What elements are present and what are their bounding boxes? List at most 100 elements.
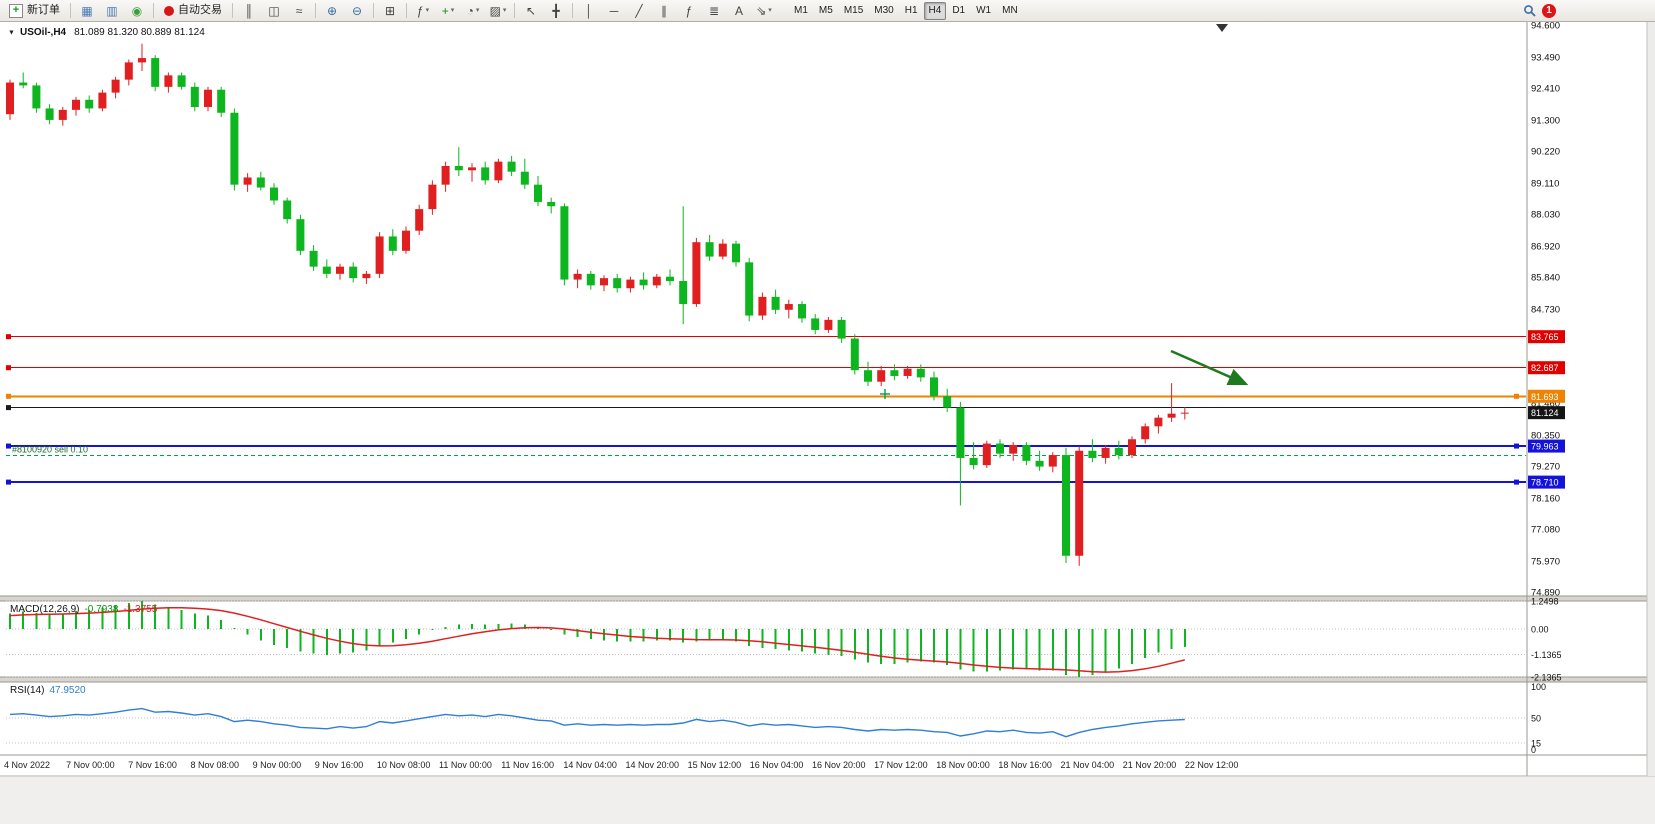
line-handle[interactable] <box>6 365 11 371</box>
data-window-icon: ▥ <box>106 3 118 18</box>
cycle-lines-icon: ≣ <box>708 3 720 18</box>
bottom-strip <box>0 777 1655 824</box>
price-label: 75.970 <box>1531 556 1560 567</box>
time-label: 14 Nov 04:00 <box>563 760 617 770</box>
channel-icon[interactable]: ∥ <box>652 1 676 21</box>
timeframe-m30[interactable]: M30 <box>874 5 894 16</box>
price-scale[interactable]: 94.600 93.490 92.410 91.300 90.220 89.110 88.0… <box>1526 22 1565 776</box>
data-window-icon[interactable]: ▥ <box>100 1 124 21</box>
candle <box>217 89 226 113</box>
dropdown-arrow-icon[interactable]: ▾ <box>475 7 480 14</box>
candle <box>758 296 767 316</box>
chart-shift-triangle-icon[interactable] <box>1216 24 1228 32</box>
autotrading-button[interactable]: 自动交易 <box>158 1 228 21</box>
candle <box>666 276 674 282</box>
price-badge-label: 81.124 <box>1531 408 1559 418</box>
market-watch-icon[interactable]: ▦ <box>75 1 99 21</box>
timeframe-m5[interactable]: M5 <box>818 5 833 16</box>
fibonacci-icon[interactable]: ƒ <box>677 1 701 21</box>
time-label: 7 Nov 16:00 <box>128 760 177 770</box>
line-handle[interactable] <box>6 405 11 411</box>
timeframe-m1[interactable]: M1 <box>794 5 808 16</box>
candle <box>256 177 265 188</box>
trend-arrow-annotation[interactable] <box>1170 349 1249 386</box>
candle <box>1180 412 1189 414</box>
candle <box>1141 426 1150 440</box>
fibonacci-icon: ƒ <box>685 3 693 18</box>
bar-chart-icon[interactable]: ║ <box>237 1 261 21</box>
candle <box>362 273 371 279</box>
new-order-button[interactable]: + 新订单 <box>3 1 66 21</box>
timeframe-mn[interactable]: MN <box>1002 5 1018 16</box>
right-scrollbar[interactable] <box>1647 22 1655 776</box>
pane-splitter[interactable] <box>0 596 1655 601</box>
navigator-icon[interactable]: ◉ <box>125 1 149 21</box>
line-chart-icon[interactable]: ≈ <box>287 1 311 21</box>
candle <box>520 171 529 185</box>
line-handle[interactable] <box>6 443 11 449</box>
line-handle[interactable] <box>6 393 11 399</box>
timeframe-h1[interactable]: H1 <box>904 5 918 16</box>
candle <box>903 368 912 376</box>
time-axis[interactable]: 4 Nov 2022 7 Nov 00:00 7 Nov 16:00 8 Nov 08… <box>4 760 1238 770</box>
candle <box>32 85 41 109</box>
arrows-icon[interactable]: ⇘ ▾ <box>752 1 776 21</box>
vertical-line-icon[interactable]: │ <box>577 1 601 21</box>
candle <box>45 108 54 120</box>
candle <box>230 112 239 185</box>
dropdown-arrow-icon[interactable]: ▾ <box>425 7 430 14</box>
price-label: 88.030 <box>1531 210 1560 221</box>
dropdown-arrow-icon[interactable]: ▾ <box>768 7 772 14</box>
crosshair-icon[interactable]: ╋ <box>544 1 568 21</box>
dropdown-arrow-icon[interactable]: ▾ <box>450 7 455 14</box>
horizontal-lines[interactable] <box>6 334 1526 485</box>
macd-scale-label: -2.1365 <box>1531 673 1562 683</box>
window-chrome <box>0 22 1655 824</box>
candle <box>890 370 899 376</box>
macd-scale-label: -1.1365 <box>1531 650 1562 660</box>
candle <box>718 243 727 257</box>
search-icon[interactable] <box>1517 1 1541 21</box>
line-handle[interactable] <box>6 334 11 340</box>
price-label: 78.160 <box>1531 493 1560 504</box>
dropdown-arrow-icon[interactable]: ▾ <box>502 7 507 14</box>
candle <box>270 187 278 201</box>
pane-splitters[interactable] <box>0 595 1655 756</box>
tile-windows-icon[interactable]: ⊞ <box>378 1 402 21</box>
notification-badge[interactable]: 1 <box>1542 3 1556 18</box>
price-label: 94.600 <box>1531 22 1560 32</box>
candlestick-chart-icon[interactable]: ◫ <box>262 1 286 21</box>
timeframe-m15[interactable]: M15 <box>843 5 864 16</box>
line-handle[interactable] <box>1514 443 1519 449</box>
zoom-out-icon[interactable]: ⊖ <box>345 1 369 21</box>
templates-icon[interactable]: ▨ ▾ <box>486 1 510 21</box>
cursor-icon[interactable]: ↖ <box>519 1 543 21</box>
time-label: 8 Nov 08:00 <box>190 760 239 770</box>
order-line[interactable]: #8100920 sell 0.10 <box>6 445 1526 457</box>
line-handle[interactable] <box>6 479 11 485</box>
timeframe-d1[interactable]: D1 <box>952 5 966 16</box>
chart-svg[interactable]: #8100920 sell 0.10 ▼ USOil-,H4 81.089 81.32… <box>0 22 1655 824</box>
candle <box>573 273 582 280</box>
pane-splitter[interactable] <box>0 677 1655 682</box>
zoom-in-icon[interactable]: ⊕ <box>320 1 344 21</box>
line-handle[interactable] <box>1514 479 1519 485</box>
timeframe-w1[interactable]: W1 <box>976 5 992 16</box>
cycle-lines-icon[interactable]: ≣ <box>702 1 726 21</box>
symbol-title: USOil-,H4 81.089 81.320 80.889 81.124 <box>20 27 205 38</box>
line-handle[interactable] <box>1514 393 1519 399</box>
periods-icon[interactable]: ◔ ▾ <box>461 1 485 21</box>
indicators-icon[interactable]: ƒ ▾ <box>411 1 435 21</box>
candle <box>507 161 516 172</box>
text-icon[interactable]: A <box>727 1 751 21</box>
candle <box>745 262 754 316</box>
candle <box>349 266 358 279</box>
timeframe-h4[interactable]: H4 <box>923 1 947 20</box>
horizontal-line-icon[interactable]: ─ <box>602 1 626 21</box>
trendline-icon[interactable]: ╱ <box>627 1 651 21</box>
collapse-icon[interactable]: ▼ <box>8 30 15 37</box>
price-badge-label: 81.693 <box>1531 392 1559 402</box>
candle <box>151 58 160 87</box>
add-indicator-icon[interactable]: + ▾ <box>436 1 460 21</box>
